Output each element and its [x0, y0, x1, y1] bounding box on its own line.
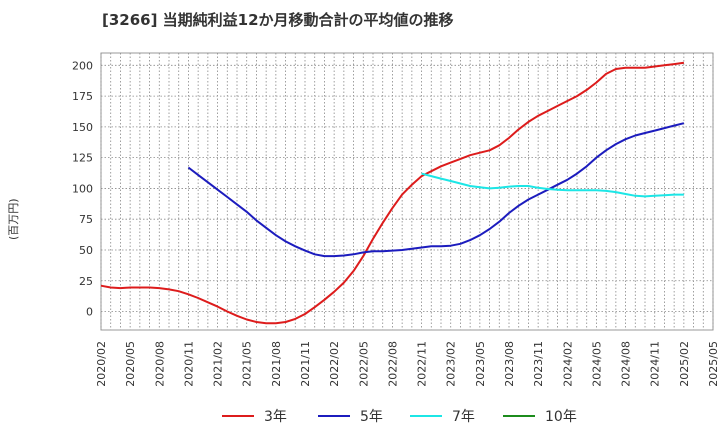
y-tick-label: 50	[79, 244, 93, 257]
y-tick-labels: 0 25 50 75 100 125 150 175 200	[72, 59, 93, 318]
x-tick-label: 2023/02	[445, 341, 458, 387]
x-tick-label: 2024/05	[590, 341, 603, 387]
x-tick-label: 2021/11	[299, 341, 312, 387]
legend-label: 10年	[545, 409, 577, 425]
legend-label: 5年	[360, 409, 383, 425]
legend-swatch	[222, 415, 254, 417]
y-tick-label: 175	[72, 90, 93, 103]
y-tick-label: 200	[72, 59, 93, 72]
legend-swatch	[410, 415, 442, 417]
legend-swatch	[318, 415, 350, 417]
legend-swatch	[503, 415, 535, 417]
x-tick-label: 2024/08	[620, 341, 633, 387]
y-tick-label: 150	[72, 121, 93, 134]
x-tick-label: 2020/11	[182, 341, 195, 387]
legend-item: 10年	[503, 404, 577, 428]
x-tick-label: 2020/05	[124, 341, 137, 387]
x-tick-labels: 2020/02 2020/05 2020/08 2020/11 2021/02 2021/…	[95, 341, 720, 387]
legend-item: 3年	[222, 404, 287, 428]
y-tick-label: 25	[79, 275, 93, 288]
y-tick-label: 75	[79, 213, 93, 226]
y-tick-label: 0	[86, 306, 93, 319]
x-tick-label: 2022/02	[328, 341, 341, 387]
x-tick-label: 2021/02	[212, 341, 225, 387]
plot-area	[100, 52, 714, 331]
y-tick-label: 125	[72, 152, 93, 165]
legend-label: 3年	[264, 409, 287, 425]
series-lines	[100, 61, 685, 325]
x-tick-label: 2023/05	[474, 341, 487, 387]
chart-title: [3266] 当期純利益12か月移動合計の平均値の推移	[102, 11, 454, 29]
x-tick-label: 2025/02	[678, 341, 691, 387]
x-tick-label: 2022/11	[416, 341, 429, 387]
x-tick-label: 2020/08	[153, 341, 166, 387]
x-tick-label: 2024/11	[649, 341, 662, 387]
x-tick-label: 2025/05	[707, 341, 720, 387]
x-tick-label: 2021/05	[241, 341, 254, 387]
y-tick-label: 100	[72, 182, 93, 195]
x-tick-label: 2024/02	[561, 341, 574, 387]
x-tick-label: 2020/02	[95, 341, 108, 387]
x-tick-label: 2021/08	[270, 341, 283, 387]
x-tick-label: 2023/08	[503, 341, 516, 387]
series-line-5年	[187, 122, 685, 258]
legend-label: 7年	[452, 409, 475, 425]
legend-item: 7年	[410, 404, 475, 428]
x-tick-label: 2022/08	[386, 341, 399, 387]
legend-item: 5年	[318, 404, 383, 428]
x-tick-label: 2023/11	[532, 341, 545, 387]
grid-lines	[100, 53, 714, 330]
series-line-3年	[100, 61, 685, 325]
x-tick-label: 2022/05	[357, 341, 370, 387]
series-line-7年	[421, 172, 684, 198]
legend: 3年 5年 7年 10年	[0, 404, 720, 428]
